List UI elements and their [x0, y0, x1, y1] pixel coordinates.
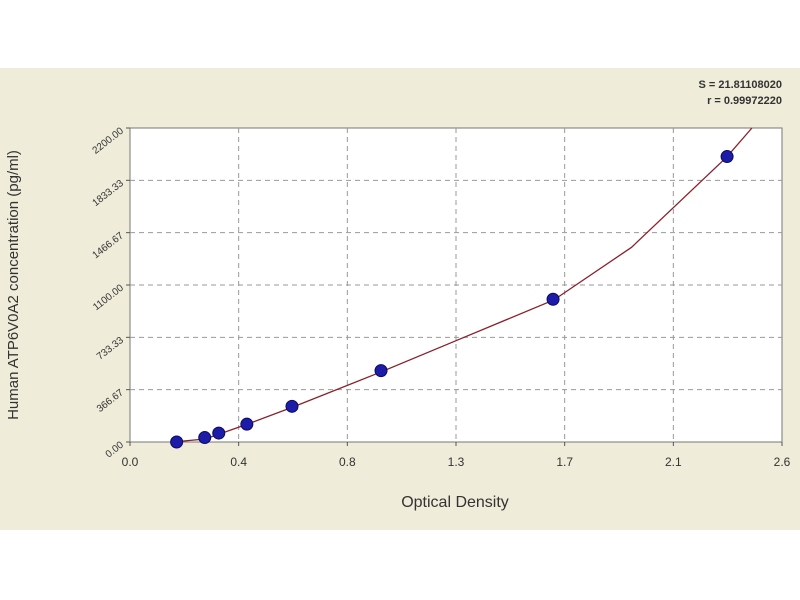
data-point [285, 399, 299, 413]
data-point [170, 435, 184, 449]
annotation: S = 21.81108020 [699, 79, 783, 91]
data-point [198, 431, 212, 445]
data-point [546, 292, 560, 306]
x-tick-label: 0.0 [122, 455, 139, 469]
fit-curve [172, 127, 753, 443]
x-axis-label: Optical Density [401, 494, 509, 511]
x-tick-label: 0.8 [339, 455, 356, 469]
x-tick-label: 1.7 [556, 455, 573, 469]
x-tick-label: 0.4 [230, 455, 247, 469]
y-axis-label: Human ATP6V0A2 concentration (pg/ml) [5, 150, 22, 420]
x-tick-label: 2.1 [665, 455, 682, 469]
data-point [374, 364, 388, 378]
data-point [212, 426, 226, 440]
data-point [720, 150, 734, 164]
annotation: r = 0.99972220 [707, 95, 782, 107]
x-tick-label: 2.6 [774, 455, 791, 469]
data-point [240, 417, 254, 431]
x-tick-label: 1.3 [448, 455, 465, 469]
